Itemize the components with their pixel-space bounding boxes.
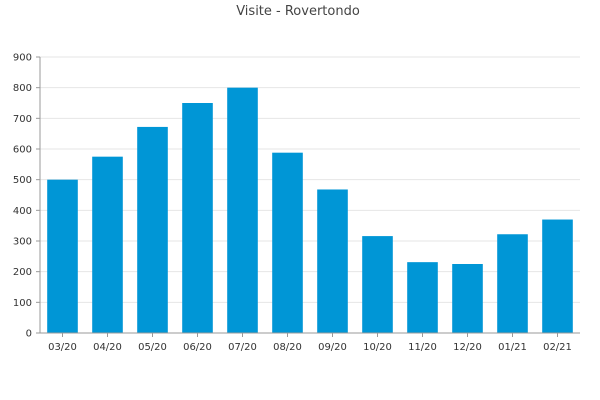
bar <box>272 152 303 333</box>
bar <box>92 156 123 333</box>
y-tick-label: 600 <box>13 145 32 156</box>
x-tick-label: 07/20 <box>228 342 257 353</box>
x-tick-label: 12/20 <box>453 342 482 353</box>
bar <box>497 234 528 333</box>
x-tick-labels: 03/20 04/20 05/20 06/20 07/20 08/20 09/20 10/20… <box>48 342 572 353</box>
bar <box>407 262 438 333</box>
y-tick-label: 400 <box>13 206 32 217</box>
y-tick-label: 300 <box>13 237 32 248</box>
x-tick-label: 08/20 <box>273 342 302 353</box>
gridlines <box>40 56 580 303</box>
chart-title: Visite - Rovertondo <box>236 4 360 19</box>
x-tick-label: 11/20 <box>408 342 437 353</box>
y-tick-label: 500 <box>13 175 32 186</box>
x-tick-label: 05/20 <box>138 342 167 353</box>
y-tick-label: 700 <box>13 114 32 125</box>
bar <box>362 236 393 333</box>
bars <box>47 87 573 334</box>
bar <box>542 219 573 333</box>
x-tick-label: 09/20 <box>318 342 347 353</box>
bar <box>227 87 258 334</box>
bar <box>317 189 348 333</box>
bar <box>452 264 483 333</box>
y-tick-labels: 0 100 200 300 400 500 600 700 800 900 <box>13 53 32 340</box>
x-tick-label: 02/21 <box>543 342 572 353</box>
bar <box>137 126 168 333</box>
y-tick-label: 800 <box>13 83 32 94</box>
y-tick-label: 100 <box>13 298 32 309</box>
bar <box>182 103 213 333</box>
bar <box>47 179 78 333</box>
axes <box>36 56 580 337</box>
x-tick-label: 03/20 <box>48 342 77 353</box>
x-tick-label: 04/20 <box>93 342 122 353</box>
x-tick-label: 06/20 <box>183 342 212 353</box>
x-tick-label: 01/21 <box>498 342 527 353</box>
y-tick-label: 0 <box>26 329 32 340</box>
y-tick-label: 900 <box>13 53 32 64</box>
y-tick-label: 200 <box>13 267 32 278</box>
x-tick-label: 10/20 <box>363 342 392 353</box>
